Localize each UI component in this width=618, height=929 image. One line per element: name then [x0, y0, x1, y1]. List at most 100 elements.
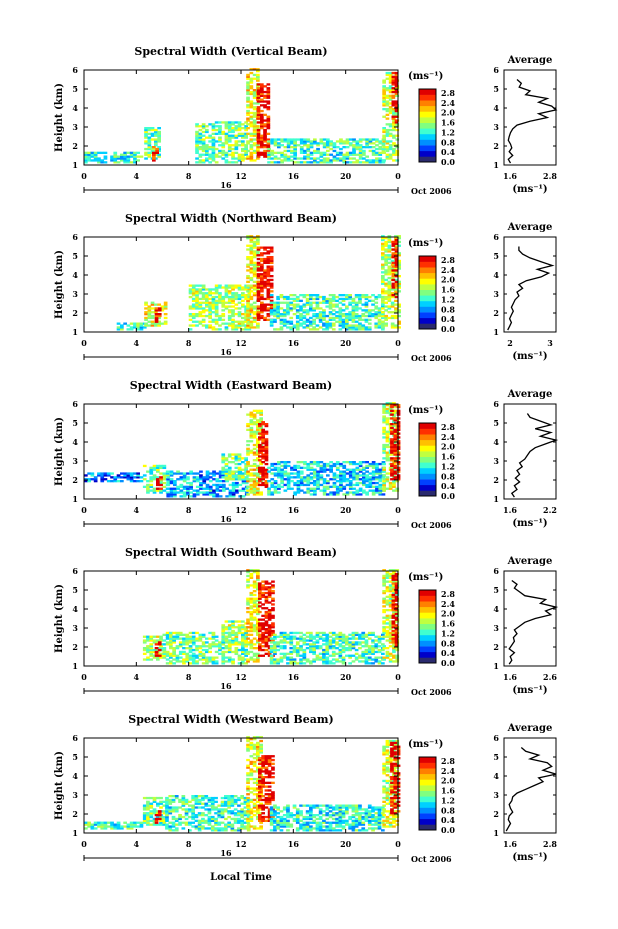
echo-cell [315, 641, 320, 644]
echo-cell [214, 309, 219, 312]
echo-cell [367, 647, 372, 650]
echo-cell [154, 142, 158, 145]
echo-cell [157, 303, 161, 306]
colorbar-swatch [419, 94, 436, 101]
echo-cell [335, 637, 339, 640]
echo-cell [277, 146, 281, 149]
echo-cell [382, 445, 386, 449]
echo-cell [341, 299, 346, 302]
echo-cell [252, 254, 257, 257]
echo-cell [326, 474, 330, 477]
echo-cell [382, 635, 386, 638]
echo-cell [249, 235, 254, 238]
echo-cell [264, 580, 269, 583]
echo-cell [385, 631, 390, 635]
echo-cell [261, 603, 265, 606]
echo-cell [381, 643, 385, 646]
echo-cell [157, 314, 162, 318]
echo-cell [154, 316, 159, 320]
echo-cell [252, 284, 257, 287]
echo-cell [309, 294, 313, 297]
echo-cell [256, 633, 260, 636]
echo-cell [368, 140, 373, 143]
echo-cell [273, 474, 278, 477]
echo-cell [329, 140, 333, 143]
echo-cell [382, 411, 386, 414]
echo-cell [256, 248, 261, 251]
echo-cell [269, 282, 274, 285]
echo-cell [290, 146, 294, 149]
echo-cell [302, 637, 307, 640]
echo-cell [249, 134, 254, 137]
echo-cell [319, 140, 324, 143]
echo-cell [218, 643, 222, 646]
echo-cell [396, 405, 401, 409]
echo-cell [392, 121, 396, 124]
echo-cell [315, 316, 320, 320]
echo-cell [214, 305, 219, 308]
echo-cell [241, 489, 246, 492]
echo-cell [263, 136, 267, 139]
echo-cell [231, 643, 235, 646]
echo-cell [211, 140, 216, 143]
echo-cell [169, 643, 173, 646]
echo-cell [338, 648, 343, 652]
echo-cell [182, 485, 187, 488]
echo-cell [252, 601, 257, 604]
echo-cell [211, 635, 216, 638]
echo-cell [325, 326, 330, 329]
echo-cell [191, 286, 196, 289]
echo-cell [256, 493, 260, 496]
echo-cell [384, 250, 388, 253]
echo-cell [208, 314, 212, 318]
echo-cell [252, 240, 257, 244]
echo-cell [120, 157, 124, 160]
echo-cell [258, 629, 262, 633]
echo-cell [249, 87, 254, 90]
echo-cell [385, 639, 390, 642]
y-tick-label: 4 [72, 270, 78, 280]
echo-cell [385, 472, 390, 475]
echo-cell [208, 161, 212, 164]
echo-cell [367, 313, 372, 316]
echo-cell [306, 462, 311, 466]
echo-cell [367, 648, 372, 652]
echo-cell [231, 474, 236, 477]
echo-cell [338, 311, 343, 314]
echo-cell [186, 491, 190, 494]
echo-cell [201, 645, 206, 648]
echo-cell [256, 652, 260, 655]
echo-cell [371, 299, 375, 302]
echo-cell [385, 102, 390, 105]
echo-cell [394, 278, 398, 282]
echo-cell [169, 472, 174, 475]
echo-cell [385, 128, 390, 132]
echo-cell [246, 77, 250, 80]
echo-cell [221, 652, 226, 655]
echo-cell [224, 136, 229, 139]
echo-cell [345, 654, 349, 657]
echo-cell [303, 480, 307, 483]
echo-cell [271, 631, 275, 635]
colorbar-swatch [419, 484, 436, 491]
echo-cell [348, 643, 352, 646]
echo-cell [371, 645, 375, 648]
echo-cell [246, 301, 250, 304]
echo-cell [316, 142, 320, 145]
echo-cell [264, 648, 269, 652]
echo-cell [157, 134, 161, 137]
echo-cell [361, 635, 366, 638]
echo-cell [237, 123, 242, 126]
echo-cell [303, 461, 307, 464]
echo-cell [241, 656, 245, 659]
echo-cell [316, 151, 320, 154]
echo-cell [299, 480, 304, 483]
echo-cell [371, 159, 376, 162]
echo-cell [103, 151, 108, 154]
echo-cell [293, 464, 297, 468]
echo-cell [367, 314, 372, 318]
echo-cell [345, 297, 349, 301]
echo-cell [149, 466, 154, 469]
echo-cell [392, 409, 396, 412]
echo-cell [231, 487, 236, 490]
